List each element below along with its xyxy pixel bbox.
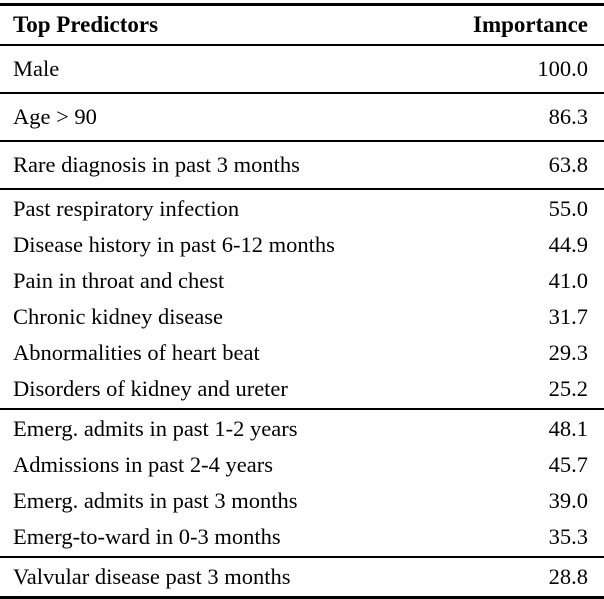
predictor-cell: Emerg. admits in past 1-2 years xyxy=(13,416,298,441)
predictor-cell: Disorders of kidney and ureter xyxy=(13,376,288,401)
table-row: Disorders of kidney and ureter 25.2 xyxy=(0,371,604,407)
table-section: Valvular disease past 3 months 28.8 xyxy=(0,558,604,596)
importance-cell: 86.3 xyxy=(548,104,588,129)
section-rule xyxy=(0,408,604,410)
importance-cell: 100.0 xyxy=(537,56,588,81)
predictor-cell: Emerg. admits in past 3 months xyxy=(13,488,298,513)
table-row: Emerg. admits in past 1-2 years 48.1 xyxy=(0,411,604,447)
table-row: Chronic kidney disease 31.7 xyxy=(0,299,604,335)
predictor-cell: Emerg-to-ward in 0-3 months xyxy=(13,524,281,549)
importance-cell: 31.7 xyxy=(548,304,588,329)
predictor-cell: Valvular disease past 3 months xyxy=(13,564,291,589)
section-rule xyxy=(0,556,604,558)
table-header: Top Predictors Importance xyxy=(0,6,604,44)
table-row: Emerg-to-ward in 0-3 months 35.3 xyxy=(0,519,604,555)
importance-cell: 29.3 xyxy=(548,340,588,365)
table-row: Age > 90 86.3 xyxy=(0,99,604,135)
table-row: Male 100.0 xyxy=(0,51,604,87)
feature-importance-table: Top Predictors Importance Male 100.0 Age… xyxy=(0,3,604,599)
importance-cell: 44.9 xyxy=(548,232,588,257)
top-rule xyxy=(0,3,604,6)
table-row: Past respiratory infection 55.0 xyxy=(0,191,604,227)
importance-cell: 63.8 xyxy=(548,152,588,177)
importance-cell: 39.0 xyxy=(548,488,588,513)
predictor-cell: Chronic kidney disease xyxy=(13,304,223,329)
column-header-predictors: Top Predictors xyxy=(13,12,159,37)
section-rule xyxy=(0,188,604,190)
importance-cell: 55.0 xyxy=(548,196,588,221)
section-rule xyxy=(0,140,604,142)
table-row: Disease history in past 6-12 months 44.9 xyxy=(0,227,604,263)
table-row: Admissions in past 2-4 years 45.7 xyxy=(0,447,604,483)
importance-cell: 45.7 xyxy=(548,452,588,477)
predictor-cell: Disease history in past 6-12 months xyxy=(13,232,335,257)
predictor-cell: Past respiratory infection xyxy=(13,196,240,221)
importance-cell: 41.0 xyxy=(548,268,588,293)
table-row: Abnormalities of heart beat 29.3 xyxy=(0,335,604,371)
section-rule xyxy=(0,92,604,94)
predictor-cell: Pain in throat and chest xyxy=(13,268,225,293)
column-header-importance: Importance xyxy=(473,12,588,37)
table-row: Valvular disease past 3 months 28.8 xyxy=(0,559,604,595)
predictor-cell: Abnormalities of heart beat xyxy=(13,340,260,365)
predictor-cell: Age > 90 xyxy=(13,104,97,129)
table-section: Past respiratory infection 55.0 Disease … xyxy=(0,190,604,408)
predictor-cell: Male xyxy=(13,56,60,81)
importance-cell: 48.1 xyxy=(548,416,588,441)
section-rule xyxy=(0,44,604,46)
importance-cell: 35.3 xyxy=(548,524,588,549)
table-row: Rare diagnosis in past 3 months 63.8 xyxy=(0,147,604,183)
table-body: Male 100.0 Age > 90 86.3 Rare diagnosis … xyxy=(0,44,604,599)
importance-cell: 28.8 xyxy=(548,564,588,589)
table-section: Male 100.0 xyxy=(0,46,604,92)
predictor-cell: Rare diagnosis in past 3 months xyxy=(13,152,300,177)
table-row: Emerg. admits in past 3 months 39.0 xyxy=(0,483,604,519)
table-section: Rare diagnosis in past 3 months 63.8 xyxy=(0,142,604,188)
table-row: Pain in throat and chest 41.0 xyxy=(0,263,604,299)
table-section: Age > 90 86.3 xyxy=(0,94,604,140)
predictor-cell: Admissions in past 2-4 years xyxy=(13,452,273,477)
table-section: Emerg. admits in past 1-2 years 48.1 Adm… xyxy=(0,410,604,556)
importance-cell: 25.2 xyxy=(548,376,588,401)
